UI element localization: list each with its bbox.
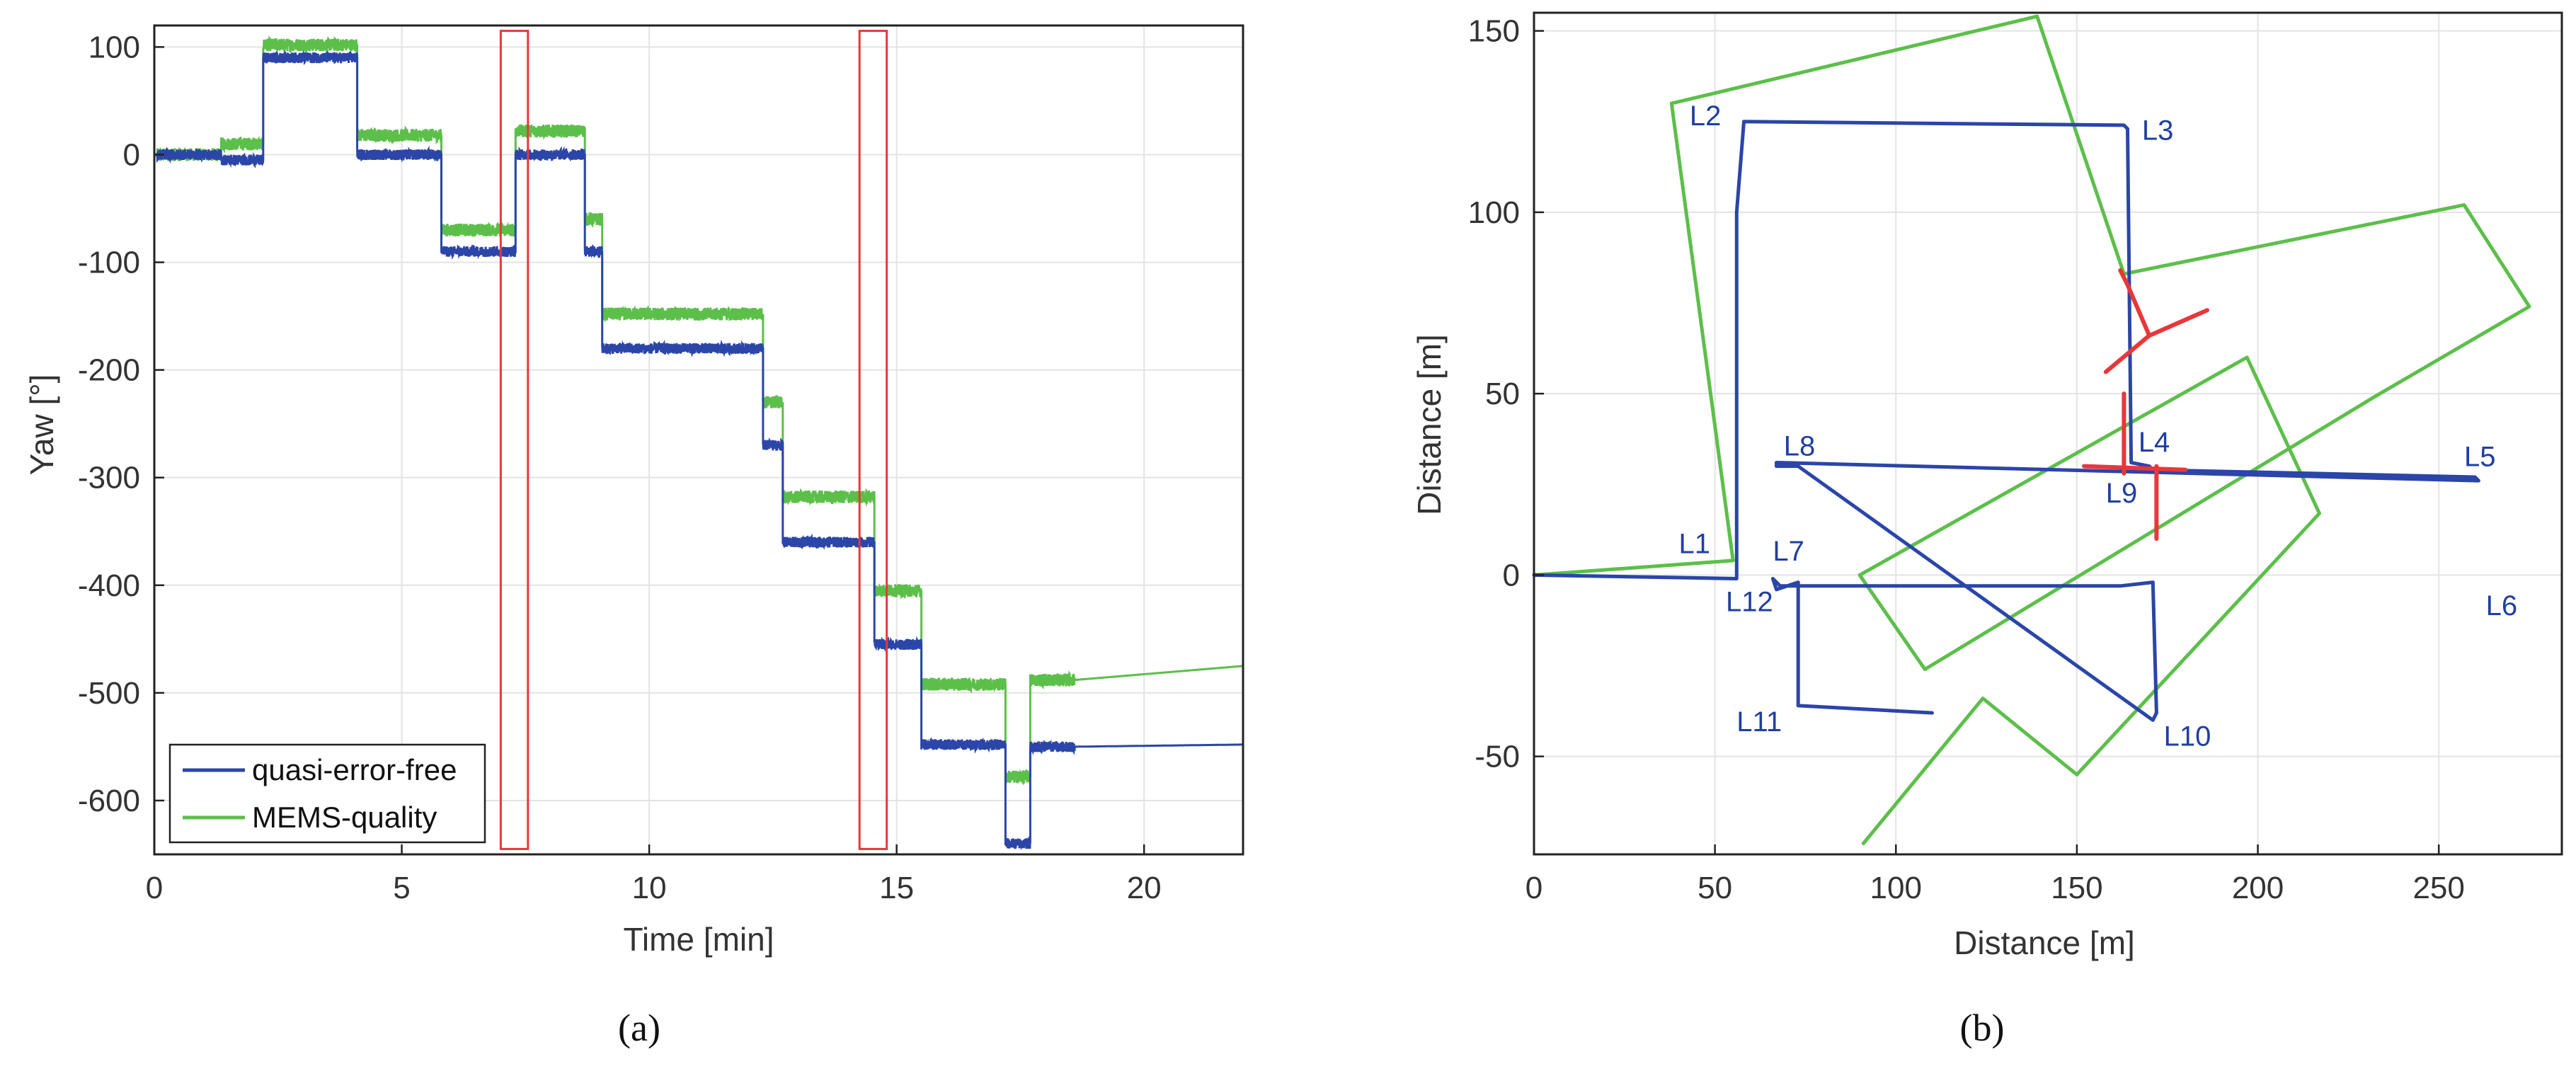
legend-box <box>168 743 486 844</box>
legend-label-mems-quality: MEMS-quality <box>252 801 437 834</box>
x-tick-label: 200 <box>2232 871 2284 905</box>
legend-label-quasi-error-free: quasi-error-free <box>252 753 457 786</box>
series-line-MEMS-quality <box>154 35 1243 786</box>
x-tick-label: 0 <box>146 871 163 905</box>
landmark-label-l9: L9 <box>2106 478 2138 509</box>
red-marker-segment-5 <box>2082 464 2188 472</box>
landmark-label-l10: L10 <box>2164 721 2211 752</box>
y-tick-label: 0 <box>1503 558 1520 592</box>
y-tick-label: 100 <box>1468 195 1520 230</box>
panel-b-caption: (b) <box>1960 1007 2005 1049</box>
series-line-quasi-error-free <box>154 50 1243 851</box>
red-marker-segment-1 <box>2118 268 2152 338</box>
x-tick-label: 5 <box>393 871 410 905</box>
y-tick-label: -300 <box>78 461 140 495</box>
panel-a-series <box>154 35 1243 851</box>
x-tick-label: 150 <box>2051 871 2102 905</box>
red-marker-segment-2 <box>2147 308 2209 338</box>
panel-b-y-axis-label: Distance [m] <box>1411 334 1448 515</box>
y-tick-label: -600 <box>78 784 140 818</box>
y-tick-label: 50 <box>1485 377 1520 411</box>
y-tick-label: -200 <box>78 353 140 388</box>
red-marker-segment-3 <box>2103 333 2152 374</box>
y-tick-label: 150 <box>1468 14 1520 49</box>
landmark-label-l3: L3 <box>2142 115 2174 146</box>
landmark-label-l8: L8 <box>1784 430 1816 462</box>
panel-b-red-markers <box>2082 268 2209 541</box>
panel-b-ticks: 0 50 100 150 200 250 150 100 50 0 -50 <box>1468 14 2465 905</box>
x-tick-label: 250 <box>2412 871 2464 905</box>
panel-b-grid <box>1533 13 2562 854</box>
x-tick-label: 100 <box>1870 871 1922 905</box>
y-tick-label: 0 <box>123 137 140 172</box>
panel-b-x-axis-label: Distance [m] <box>1954 924 2135 961</box>
panel-a-caption: (a) <box>618 1007 660 1049</box>
landmark-label-l5: L5 <box>2464 442 2496 473</box>
y-tick-label: -100 <box>78 246 140 280</box>
x-tick-label: 0 <box>1525 871 1542 905</box>
x-tick-label: 10 <box>632 871 667 905</box>
highlight-box-2 <box>858 30 888 850</box>
y-tick-label: 100 <box>88 30 140 64</box>
y-tick-label: -500 <box>78 676 140 711</box>
landmark-label-l4: L4 <box>2139 427 2170 458</box>
panel-a-yaw-chart: 0 5 10 15 20 100 0 -100 -200 -300 -400 -500 -600 Tim… <box>23 24 1244 1049</box>
trajectory-quasi-error-free <box>1532 120 2480 722</box>
y-tick-label: -50 <box>1475 740 1520 774</box>
panel-a-x-axis-label: Time [min] <box>624 921 774 958</box>
landmark-label-l11: L11 <box>1736 706 1782 738</box>
x-tick-label: 15 <box>879 871 914 905</box>
panel-b-landmark-labels: L1 L2 L3 L4 L5 L6 L7 L8 L9 L10 L11 L12 <box>1679 101 2518 752</box>
panel-a-highlight-boxes <box>499 30 888 850</box>
highlight-box-1 <box>499 30 529 850</box>
landmark-label-l1: L1 <box>1679 529 1711 560</box>
panel-a-axes-frame <box>153 24 1244 856</box>
panel-a-grid <box>154 25 1243 854</box>
x-tick-label: 20 <box>1127 871 1162 905</box>
x-tick-label: 50 <box>1698 871 1732 905</box>
panel-b-trajectory-chart: L1 L2 L3 L4 L5 L6 L7 L8 L9 L10 L11 L12 0 50 100 150 200… <box>1411 11 2563 1049</box>
landmark-label-l12: L12 <box>1726 587 1773 618</box>
panel-b-series <box>1532 14 2531 846</box>
panel-a-legend: quasi-error-free MEMS-quality <box>168 743 486 844</box>
panel-a-ticks: 0 5 10 15 20 100 0 -100 -200 -300 -400 -500 -600 <box>78 30 1162 905</box>
panel-a-y-axis-label: Yaw [°] <box>23 374 60 476</box>
landmark-label-l2: L2 <box>1690 101 1722 132</box>
y-tick-label: -400 <box>78 568 140 603</box>
landmark-label-l7: L7 <box>1773 536 1804 567</box>
panel-b-axes-frame <box>1533 11 2563 856</box>
landmark-label-l6: L6 <box>2486 590 2518 621</box>
trajectory-mems-quality <box>1532 14 2531 846</box>
